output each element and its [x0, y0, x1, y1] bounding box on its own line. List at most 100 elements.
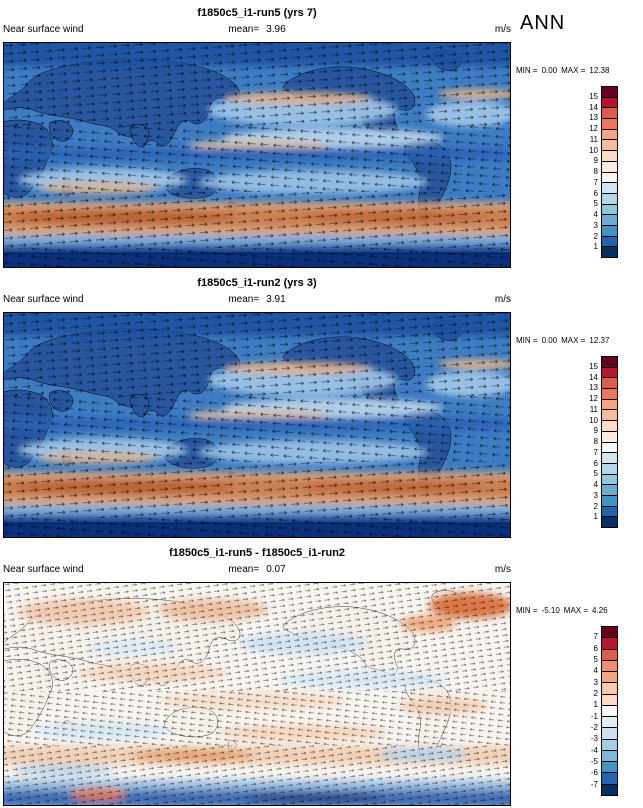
colorbar-segment — [602, 671, 617, 683]
units-label: m/s — [494, 294, 511, 305]
colorbar-segment — [602, 659, 617, 672]
panel-subtitle: Near surface wind mean= 0.07 m/s — [3, 564, 511, 575]
colorbar-segment — [602, 150, 617, 161]
colorbar-tick-label: 5 — [593, 469, 598, 479]
colorbar-segment — [602, 160, 617, 172]
colorbar-segment — [602, 473, 617, 485]
variable-label: Near surface wind — [3, 564, 84, 575]
colorbar-tick-label: 5 — [593, 655, 598, 664]
colorbar-segment — [602, 214, 617, 225]
colorbar-tick-label: 8 — [593, 437, 598, 446]
season-label: ANN — [520, 12, 566, 34]
mean-readout: mean= 0.07 — [228, 564, 285, 575]
colorbar-segment — [602, 484, 617, 495]
colorbar-tick-label: -2 — [590, 723, 598, 732]
min-value: 0.00 — [541, 336, 558, 345]
colorbar-segment — [602, 96, 617, 108]
colorbar-tick-label: 2 — [593, 689, 598, 698]
colorbar-tick-label: 10 — [589, 415, 598, 425]
colorbar-segment — [602, 398, 617, 410]
colorbar-gradient — [601, 86, 618, 258]
colorbar-segment — [602, 171, 617, 183]
colorbar-segment — [602, 246, 617, 257]
mean-readout: mean= 3.96 — [228, 24, 285, 35]
colorbar-tick-label: 12 — [589, 394, 598, 403]
colorbar-segment — [602, 648, 617, 660]
colorbar-tick-label: 2 — [593, 231, 598, 241]
colorbar-segment — [602, 118, 617, 129]
mean-label: mean= — [228, 564, 260, 575]
map-frame — [3, 582, 511, 806]
wind-vectors — [3, 582, 511, 806]
colorbar-segment — [602, 377, 617, 389]
colorbar-segment — [602, 749, 617, 762]
minmax-readout-run5: MIN = 0.00 MAX = 12.38 — [516, 66, 642, 75]
colorbar-tick-label: 4 — [593, 666, 598, 676]
panel-title: f1850c5_i1-run5 (yrs 7) — [197, 7, 317, 19]
colorbar-tick-label: -1 — [590, 711, 598, 721]
colorbar-tick-labels: 15 14 13 12 11 10 9 8 7 6 5 4 3 2 1 — [582, 356, 598, 528]
panel-title: f1850c5_i1-run5 - f1850c5_i1-run2 — [168, 547, 346, 559]
map-run2-wind — [0, 306, 521, 545]
colorbar-segment — [602, 430, 617, 442]
mean-value: 0.07 — [266, 564, 286, 575]
units-label: m/s — [494, 24, 511, 35]
colorbar-segment — [602, 452, 617, 463]
map-container — [0, 36, 521, 275]
mean-readout: mean= 3.91 — [228, 294, 285, 305]
max-label: MAX = — [561, 66, 586, 75]
colorbar-segment — [602, 738, 617, 750]
colorbar-tick-label: 6 — [593, 643, 598, 653]
colorbar-segment — [602, 704, 617, 717]
colorbar-tick-label: 9 — [593, 426, 598, 436]
colorbar-segment — [602, 192, 617, 204]
variable-label: Near surface wind — [3, 24, 84, 35]
max-value: 12.37 — [589, 336, 610, 345]
map-container — [0, 306, 521, 545]
map-container — [0, 582, 521, 808]
colorbar-segment — [602, 203, 617, 215]
colorbar-tick-label: -7 — [590, 779, 598, 789]
colorbar-tick-label: 3 — [593, 677, 598, 687]
panel-subtitle: Near surface wind mean= 3.96 m/s — [3, 24, 511, 35]
colorbar-segment — [602, 627, 617, 638]
max-value: 4.26 — [592, 606, 608, 615]
colorbar-tick-label: 8 — [593, 167, 598, 176]
colorbar-segment — [602, 366, 617, 378]
colorbar-tick-label: 11 — [589, 134, 598, 144]
panel-subtitle: Near surface wind mean= 3.91 m/s — [3, 294, 511, 305]
min-label: MIN = — [516, 66, 538, 75]
colorbar-segment — [602, 409, 617, 421]
colorbar-gradient — [601, 626, 618, 796]
minmax-readout-run2: MIN = 0.00 MAX = 12.37 — [516, 336, 642, 345]
colorbar-tick-label: 15 — [589, 361, 598, 371]
colorbar-tick-label: 14 — [589, 102, 598, 112]
mean-label: mean= — [228, 24, 260, 35]
colorbar-segment — [602, 772, 617, 784]
colorbar-tick-label: 13 — [589, 383, 598, 393]
colorbar-tick-label: 5 — [593, 199, 598, 209]
min-value: -5.10 — [541, 606, 560, 615]
max-value: 12.38 — [589, 66, 610, 75]
colorbar-segment — [602, 224, 617, 236]
colorbar-tick-label: 6 — [593, 458, 598, 468]
colorbar-segment — [602, 441, 617, 453]
colorbar-segment — [602, 682, 617, 694]
colorbar-tick-label: -4 — [590, 745, 598, 755]
colorbar-segment — [602, 139, 617, 151]
colorbar-tick-labels: 15 14 13 12 11 10 9 8 7 6 5 4 3 2 1 — [582, 86, 598, 258]
colorbar-tick-label: 11 — [589, 404, 598, 414]
colorbar-segment — [602, 420, 617, 431]
colorbar-tick-labels: 7 6 5 4 3 2 1 -1 -2 -3 -4 -5 -6 -7 — [582, 626, 598, 796]
colorbar-segment — [602, 357, 617, 367]
colorbar-segment — [602, 637, 617, 649]
wind-vectors — [3, 312, 511, 538]
mean-value: 3.96 — [266, 24, 286, 35]
colorbar-tick-label: 7 — [593, 632, 598, 642]
panel-title: f1850c5_i1-run2 (yrs 3) — [197, 277, 317, 289]
colorbar-tick-label: 12 — [589, 124, 598, 133]
colorbar-tick-label: 7 — [593, 177, 598, 187]
colorbar-tick-label: 6 — [593, 188, 598, 198]
colorbar-segment — [602, 505, 617, 517]
colorbar-tick-label: 1 — [593, 700, 598, 710]
